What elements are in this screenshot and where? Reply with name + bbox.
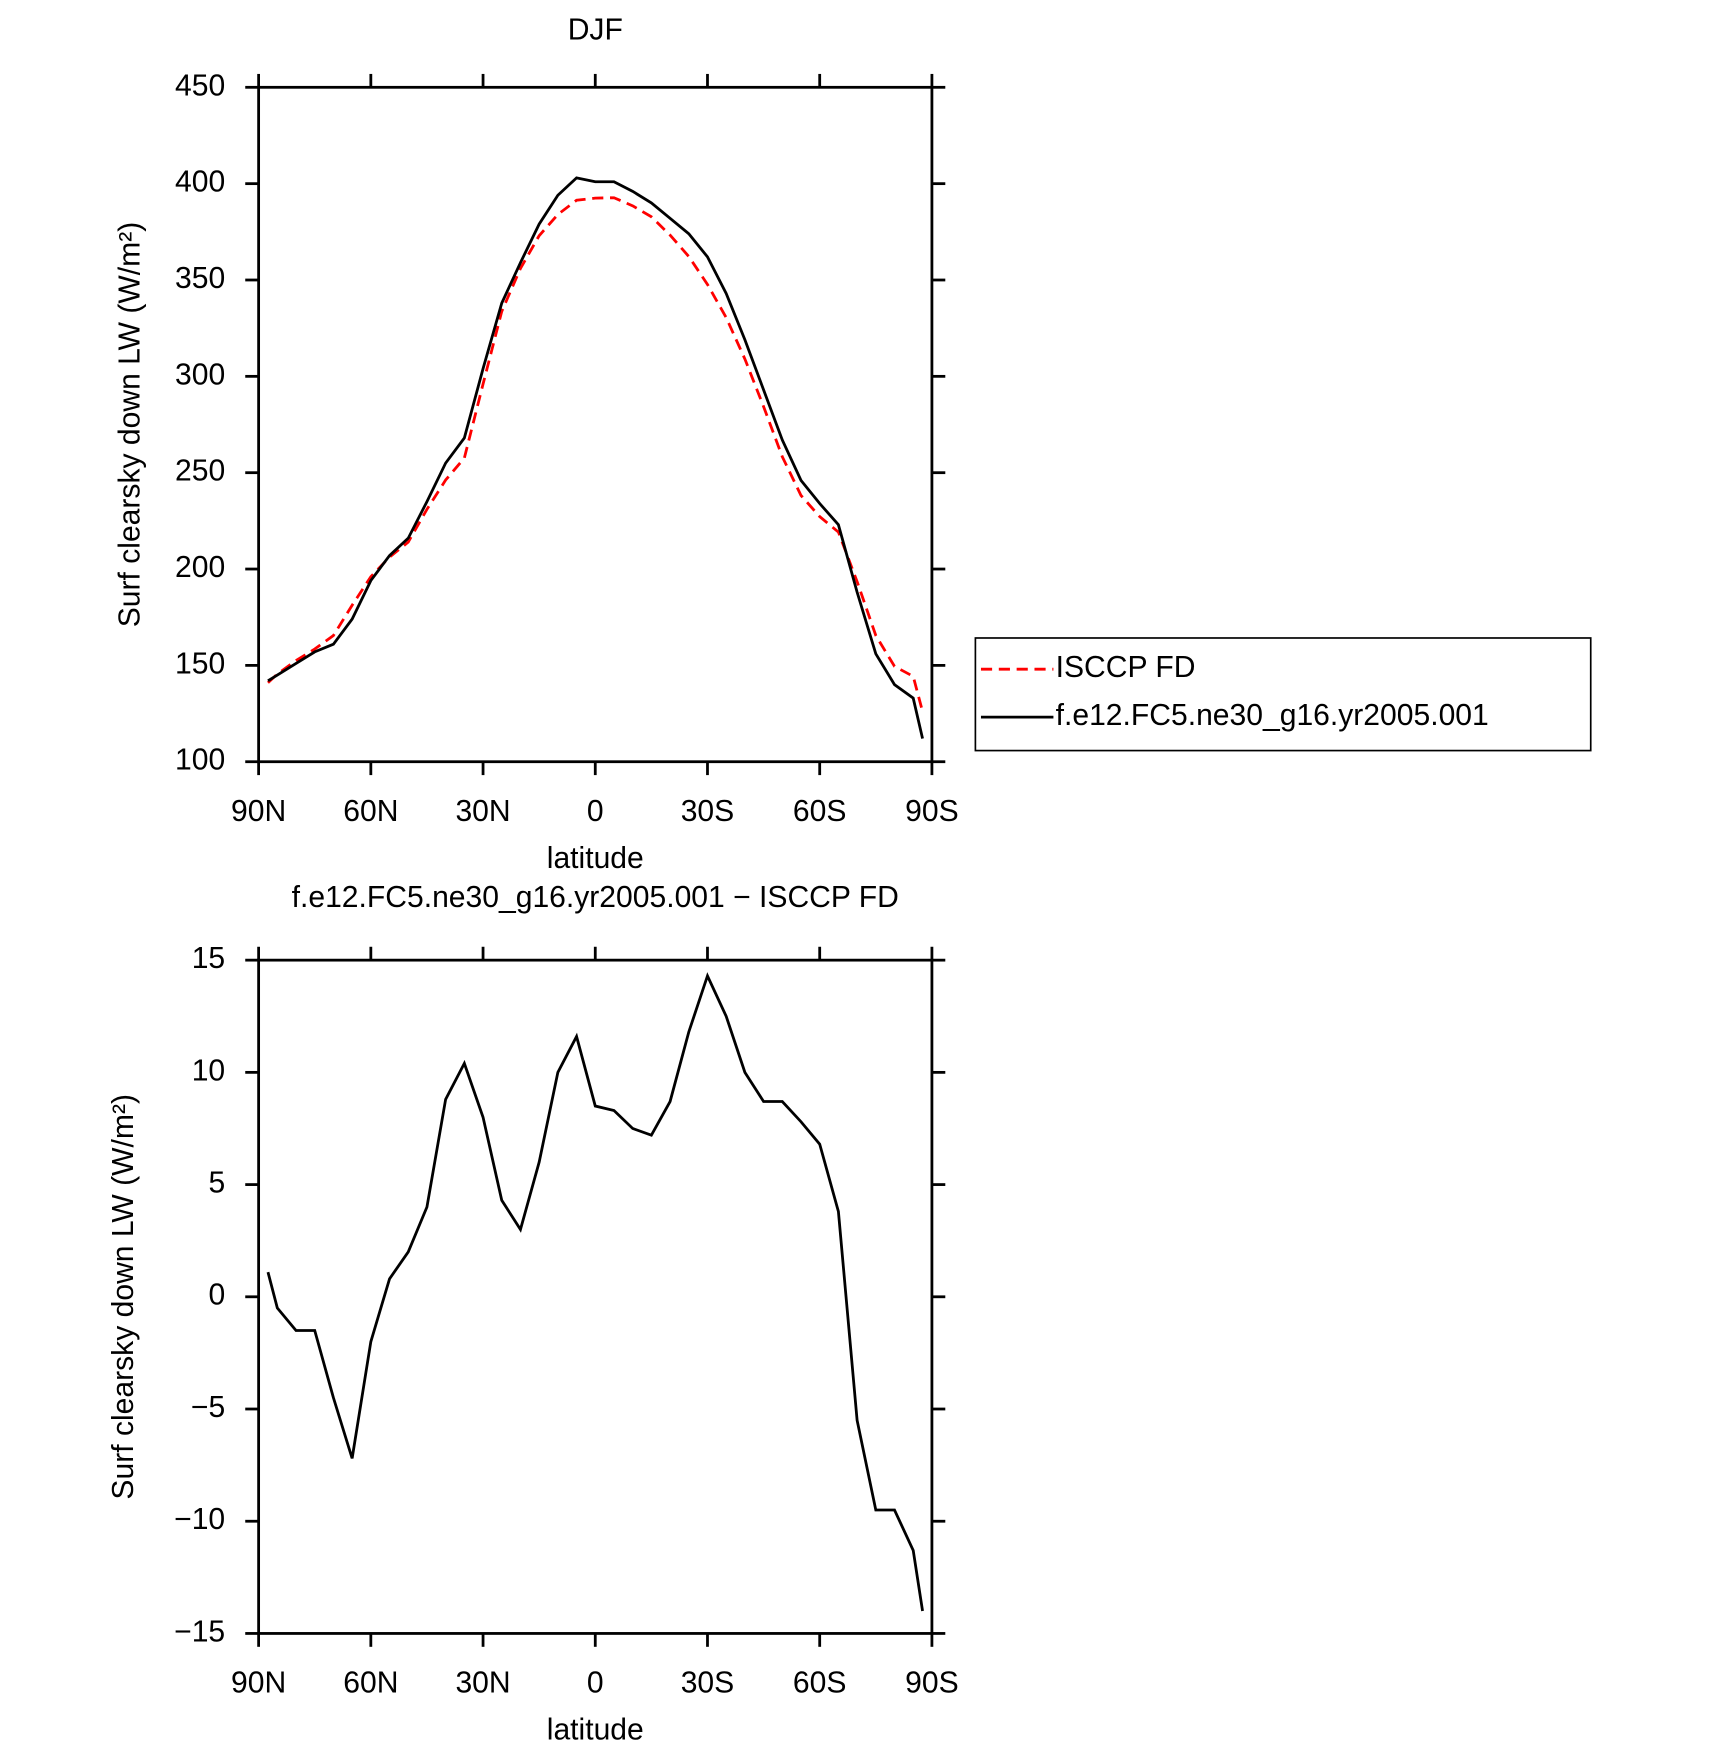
y-tick-label: −5 [191, 1391, 225, 1424]
plot-frame [257, 85, 934, 764]
y-tick-label: 10 [192, 1054, 225, 1087]
x-tick-label: 30N [455, 1667, 510, 1700]
y-tick-label: 350 [175, 262, 225, 295]
y-tick-label: 15 [192, 942, 225, 975]
x-tick-label: 90N [231, 1667, 286, 1700]
y-tick-label: −10 [174, 1503, 225, 1536]
x-tick-label: 30S [681, 1667, 735, 1700]
x-tick-label: 90S [905, 795, 959, 828]
legend-label: ISCCP FD [1056, 651, 1196, 684]
y-tick-label: −15 [174, 1615, 225, 1648]
x-tick-label: 60N [343, 795, 398, 828]
y-tick-label: 100 [175, 744, 225, 777]
x-tick-label: 0 [587, 1667, 604, 1700]
data-line [266, 972, 924, 1612]
x-tick-label: 30S [681, 795, 735, 828]
y-tick-label: 200 [175, 551, 225, 584]
y-tick-label: 150 [175, 647, 225, 680]
y-tick-label: 450 [175, 69, 225, 102]
x-tick-label: 30N [455, 795, 510, 828]
data-line [267, 196, 924, 712]
y-tick-label: 300 [175, 358, 225, 391]
x-tick-label: 0 [587, 795, 604, 828]
data-line [267, 176, 924, 739]
y-tick-label: 5 [208, 1167, 225, 1200]
legend-label: f.e12.FC5.ne30_g16.yr2005.001 [1056, 699, 1489, 732]
x-tick-label: 60S [793, 795, 847, 828]
y-tick-label: 400 [175, 166, 225, 199]
x-tick-label: 60N [343, 1667, 398, 1700]
y-tick-label: 250 [175, 455, 225, 488]
y-axis-label: Surf clearsky down LW (W/m²) [107, 1094, 140, 1500]
x-tick-label: 60S [793, 1667, 847, 1700]
chart-title: f.e12.FC5.ne30_g16.yr2005.001 − ISCCP FD [292, 881, 899, 914]
x-axis-label: latitude [547, 1713, 644, 1746]
x-axis-label: latitude [547, 842, 644, 875]
legend-box [974, 637, 1592, 752]
y-axis-label: Surf clearsky down LW (W/m²) [113, 222, 146, 628]
plot-frame [257, 958, 934, 1635]
y-tick-label: 0 [208, 1279, 225, 1312]
x-tick-label: 90N [231, 795, 286, 828]
chart-title: DJF [568, 14, 623, 47]
x-tick-label: 90S [905, 1667, 959, 1700]
